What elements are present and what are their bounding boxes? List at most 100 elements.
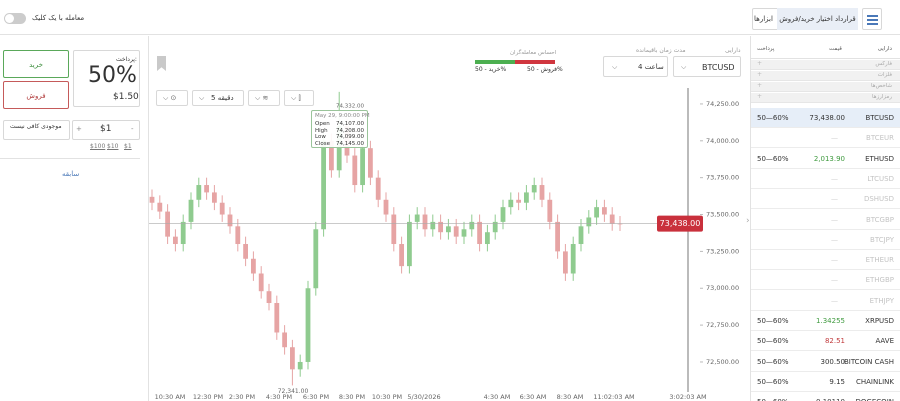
category-name: فلزات [877,72,892,78]
x-tick-label: 2:30 PM [229,393,255,401]
asset-price: 2,013.90 [813,154,845,163]
disabled-price: — [831,134,838,143]
candle-body [219,202,225,215]
asset-row[interactable] [751,149,900,169]
candle-body [446,226,451,233]
disabled-price: — [831,215,838,224]
x-tick-label: 4:30 PM [266,393,292,401]
amount-value[interactable]: $1 [100,124,112,134]
asset-row[interactable] [751,372,900,392]
list-header: پرداخت [757,46,775,52]
category-row[interactable] [751,71,900,81]
candle-body [243,244,248,259]
x-tick-label: 4:30 AM [484,393,511,401]
bookmark-icon[interactable] [157,56,166,71]
timeframe-button[interactable]: ⌵ [192,90,244,106]
asset-row[interactable] [751,250,900,271]
asset-row[interactable] [751,169,900,189]
tooltip-value: 74,208.00 [336,127,364,134]
y-tick-label: 72,750.00 [706,321,739,329]
disabled-price: — [831,256,838,265]
tooltip-key: High [315,127,328,134]
candle-body [251,258,256,274]
contract-tab[interactable]: قرارداد اختیار خرید/فروش [777,8,858,30]
asset-row[interactable] [751,128,900,149]
asset-row[interactable] [751,270,900,291]
asset-name: ETHJPY [869,296,894,305]
tools-tab[interactable]: ابزارها [754,15,773,23]
asset-row[interactable] [751,108,900,128]
quick-amount[interactable]: $1 [124,143,132,150]
draw-button[interactable]: ⌵ ⫿ [284,90,314,106]
collapse-arrow[interactable]: › [746,216,750,226]
category-row[interactable] [751,60,900,70]
asset-name: DSHUSD [863,195,894,204]
candle-body [204,185,209,193]
candle-body [352,155,358,186]
history-link[interactable]: سابقه [62,170,80,178]
asset-row[interactable] [751,210,900,230]
quick-amount[interactable]: $10 [107,143,119,150]
candle-body [297,361,303,370]
amount-plus[interactable]: + [76,125,82,133]
low-label: 72,341.00 [278,388,309,395]
candle-body [555,221,560,252]
asset-row[interactable] [751,311,900,331]
category-row[interactable] [751,93,900,103]
top-bar [0,0,900,35]
asset-name: CHAINLINK [855,377,894,386]
asset-name: BTCJPY [870,235,894,244]
category-toggle: + [757,71,763,78]
x-tick-label: 10:30 AM [155,393,186,401]
asset-name: BTCGBP [865,215,894,224]
asset-price: 9.15 [829,377,845,386]
asset-payout: 50—60% [757,154,789,163]
dropdown-arrow: ⌵ [681,63,687,71]
asset-list: دارایی قیمت پرداخت فارکس + فلزات + شاخص‌ها + رمزا… [751,36,900,401]
list-header: دارایی [877,46,892,52]
sell-button[interactable]: فروش [3,81,69,109]
tooltip-key: Close [315,140,330,147]
asset-row[interactable] [751,352,900,372]
amount-input[interactable] [72,120,140,140]
candle-body [313,229,319,289]
asset-row[interactable] [751,189,900,210]
candle-body [360,148,365,186]
tooltip-key: Open [315,121,330,127]
indicator-button[interactable]: ⌵ ≋ [248,90,280,106]
x-tick-label: 6:30 PM [303,393,329,401]
candle-body [321,140,326,230]
duration-select[interactable] [603,56,668,77]
candle-body [149,196,155,203]
x-tick-label: 12:30 PM [193,393,223,401]
category-name: فارکس [875,61,892,67]
candle-body [173,236,178,245]
asset-select[interactable] [673,56,741,77]
disabled-price: — [831,296,838,305]
one-click-toggle[interactable] [4,13,26,24]
quick-amount[interactable]: $100 [90,143,106,150]
category-toggle: + [757,60,763,67]
tooltip-time: May 29, 9:00:00 PM [315,113,370,119]
category-row[interactable] [751,82,900,92]
candle-body [594,207,599,218]
current-price-label: 73,438.00 [660,219,701,228]
buy-button[interactable]: خرید [3,50,69,78]
candle-body [305,288,311,362]
asset-payout: 50—60% [757,377,789,386]
menu-button[interactable] [862,8,882,30]
tooltip-key: Low [315,134,326,140]
asset-payout: 50—60% [757,317,789,325]
duration-value: 4 ساعت [638,63,664,71]
chart-type-button[interactable]: ⌵ ⊙ [156,90,188,106]
asset-payout: 50—60% [757,357,789,366]
amount-minus[interactable]: - [131,125,134,133]
x-tick-label: 8:30 PM [339,393,365,401]
disabled-price: — [831,235,838,244]
asset-row[interactable] [751,291,900,311]
asset-row[interactable] [751,230,900,250]
quick-amounts: $100 $10 $1 [90,143,140,152]
category-name: شاخص‌ها [871,83,892,89]
asset-row[interactable] [751,331,900,352]
